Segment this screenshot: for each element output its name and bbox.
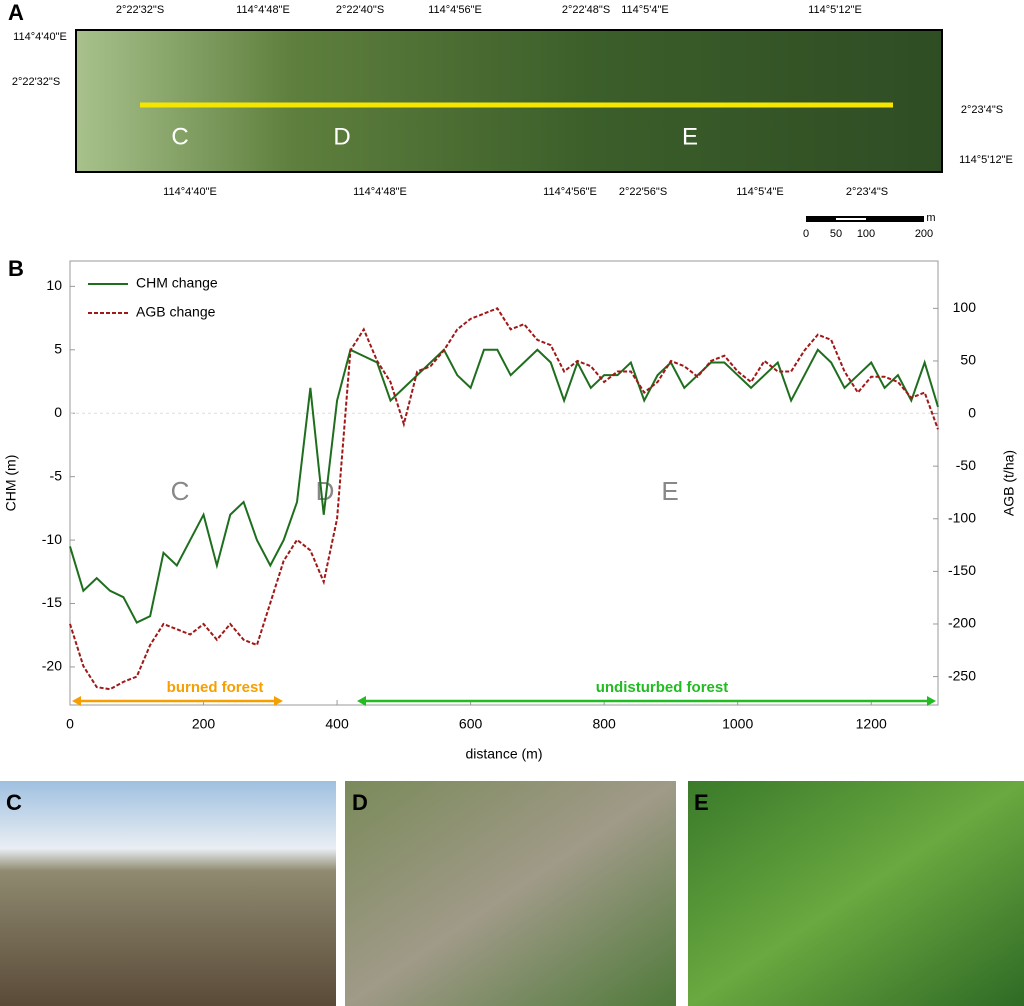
coord: 114°5'4"E: [621, 4, 669, 16]
photo: [345, 781, 676, 1006]
x-tick-label: 400: [325, 716, 349, 732]
series-line: [69, 348, 939, 624]
coord: 114°4'48"E: [353, 186, 407, 198]
coord: 2°22'56"S: [619, 186, 667, 198]
x-tick-label: 0: [66, 716, 74, 732]
x-tick-label: 1000: [722, 716, 753, 732]
coord: 114°4'56"E: [428, 4, 482, 16]
annotation: burned forest: [167, 679, 264, 696]
photo: [0, 781, 336, 1006]
legend-label: AGB change: [136, 304, 216, 320]
coord: 2°22'48"S: [562, 4, 610, 16]
annotation: undisturbed forest: [596, 679, 729, 696]
y2-tick-label: -100: [948, 509, 976, 525]
annotation: C: [171, 476, 190, 506]
panel-label: B: [8, 256, 24, 281]
y-tick-label: 0: [54, 404, 62, 420]
aerial-map: [75, 29, 943, 173]
y-tick-label: -5: [50, 467, 63, 483]
y2-axis-label: AGB (t/ha): [1001, 450, 1017, 516]
coord: 114°4'40"E: [163, 186, 217, 198]
coord: 2°23'4"S: [961, 104, 1003, 116]
photo: [688, 781, 1024, 1006]
line-chart: -20-15-10-50510-250-200-150-100-50050100…: [3, 260, 1017, 762]
scale-tick: 50: [830, 228, 842, 240]
y2-tick-label: 100: [953, 299, 977, 315]
site-label: E: [682, 123, 698, 150]
scale-bar: [836, 218, 866, 220]
coord: 114°4'48"E: [236, 4, 290, 16]
y2-tick-label: -50: [956, 457, 976, 473]
coord: 114°5'4"E: [736, 186, 784, 198]
y2-tick-label: 50: [960, 352, 976, 368]
y2-tick-label: -250: [948, 667, 976, 683]
legend-label: CHM change: [136, 275, 218, 291]
panel-label: C: [6, 790, 22, 815]
coord: 114°5'12"E: [959, 154, 1013, 166]
site-label: C: [171, 123, 188, 150]
y2-tick-label: 0: [968, 404, 976, 420]
annotation: E: [661, 476, 678, 506]
panel-label: E: [694, 790, 709, 815]
x-tick-label: 200: [192, 716, 216, 732]
scale-tick: 100: [857, 228, 875, 240]
map-coordinates: 2°22'32"S 114°4'48"E 2°22'40"S 114°4'56"…: [12, 4, 1013, 198]
x-axis-label: distance (m): [465, 746, 542, 762]
coord: 114°4'56"E: [543, 186, 597, 198]
coord: 114°4'40"E: [13, 31, 67, 43]
site-label: D: [333, 123, 350, 150]
coord: 114°5'12"E: [808, 4, 862, 16]
y-tick-label: -10: [42, 531, 62, 547]
y-axis-label: CHM (m): [3, 455, 19, 512]
series-line: [69, 307, 939, 691]
scale-tick: 200: [915, 228, 933, 240]
x-tick-label: 1200: [856, 716, 887, 732]
panel-label: A: [8, 0, 24, 25]
y-tick-label: 5: [54, 341, 62, 357]
scale-unit: m: [926, 212, 935, 224]
panel-label: D: [352, 790, 368, 815]
y2-tick-label: -200: [948, 615, 976, 631]
coord: 2°22'32"S: [116, 4, 164, 16]
coord: 2°22'32"S: [12, 76, 60, 88]
x-tick-label: 600: [459, 716, 483, 732]
x-tick-label: 800: [592, 716, 616, 732]
plot-frame: [69, 260, 939, 706]
scale-tick: 0: [803, 228, 809, 240]
coord: 2°23'4"S: [846, 186, 888, 198]
y2-tick-label: -150: [948, 562, 976, 578]
coord: 2°22'40"S: [336, 4, 384, 16]
y-tick-label: -15: [42, 594, 62, 610]
y-tick-label: 10: [46, 277, 62, 293]
y-tick-label: -20: [42, 658, 62, 674]
